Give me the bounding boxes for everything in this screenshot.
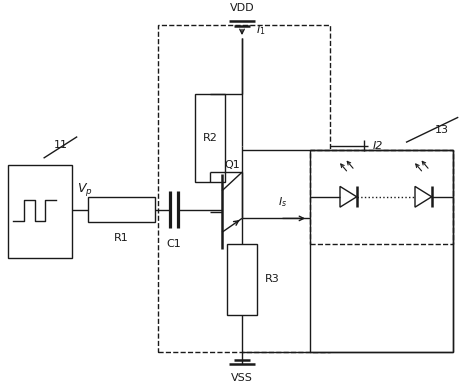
Text: $I_1$: $I_1$ — [256, 23, 265, 36]
Bar — [194, 94, 225, 182]
Text: VSS: VSS — [231, 373, 252, 383]
Text: $V_p$: $V_p$ — [76, 181, 92, 198]
Polygon shape — [414, 186, 431, 207]
Text: R1: R1 — [114, 233, 129, 243]
Text: 11: 11 — [53, 140, 67, 150]
Text: I2: I2 — [372, 141, 382, 151]
Bar — [309, 150, 452, 352]
Polygon shape — [339, 186, 356, 207]
Text: $I_s$: $I_s$ — [277, 195, 286, 209]
Text: 13: 13 — [433, 124, 447, 134]
Text: R2: R2 — [202, 133, 217, 143]
Bar — [226, 244, 257, 315]
Bar — [88, 197, 155, 222]
Text: Q1: Q1 — [224, 161, 239, 170]
Bar — [8, 166, 72, 258]
Text: R3: R3 — [265, 274, 279, 284]
Bar — [309, 150, 452, 244]
Bar — [158, 25, 329, 352]
Text: VDD: VDD — [229, 3, 254, 13]
Text: C1: C1 — [166, 239, 181, 249]
